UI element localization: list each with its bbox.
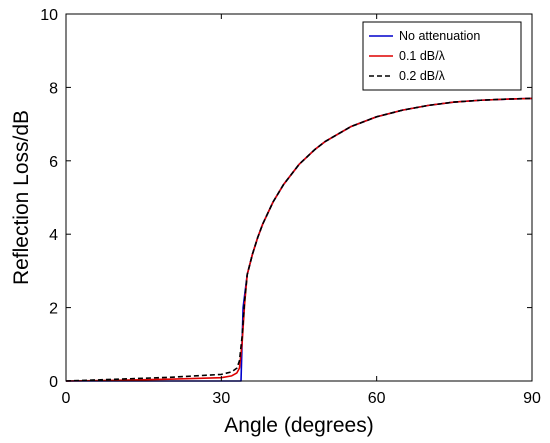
x-tick-label: 60 [368,390,386,407]
x-axis-label: Angle (degrees) [224,414,373,437]
series-line-2 [65,97,533,382]
y-tick-label: 8 [49,80,58,97]
series-line-3 [65,97,533,382]
y-tick-label: 0 [49,374,58,391]
legend-label: 0.1 dB/λ [399,49,446,63]
plot-frame [65,13,533,382]
series-layer [65,97,533,382]
x-tick-label: 0 [62,390,71,407]
x-tick-label: 30 [212,390,230,407]
y-tick-label: 10 [40,7,58,24]
legend: No attenuation 0.1 dB/λ 0.2 dB/λ [362,21,522,91]
tick-layer: 0 30 60 90 0 2 4 6 8 10 [40,7,541,407]
series-line-1 [66,97,533,382]
y-tick-label: 6 [49,154,58,171]
legend-label: No attenuation [399,29,480,43]
y-axis-label: Reflection Loss/dB [10,110,33,285]
y-tick-label: 2 [49,301,58,318]
x-tick-label: 90 [523,390,541,407]
y-tick-label: 4 [49,227,58,244]
legend-label: 0.2 dB/λ [399,69,446,83]
